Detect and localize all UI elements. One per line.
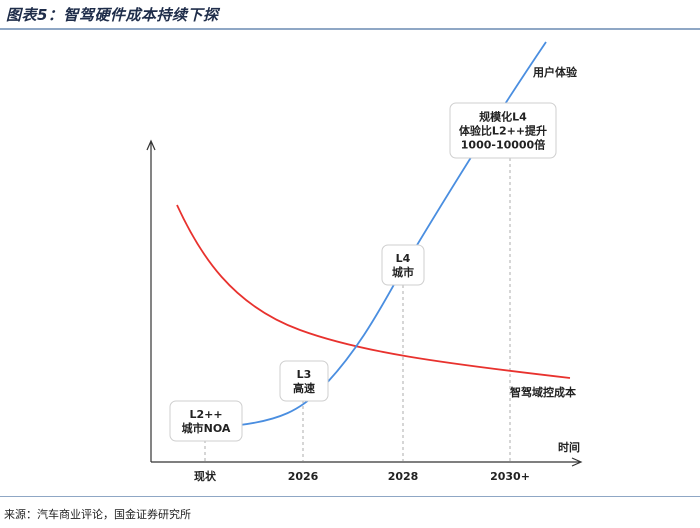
guide-lines bbox=[204, 158, 511, 461]
x-axis-label: 时间 bbox=[558, 440, 580, 454]
annotation-text: 体验比L2++提升 bbox=[459, 124, 547, 138]
x-axis-arrow bbox=[571, 457, 583, 467]
x-tick-label: 2028 bbox=[388, 470, 419, 483]
series-label-user-experience: 用户体验 bbox=[533, 65, 578, 79]
annotation-text: 高速 bbox=[293, 381, 315, 395]
source-divider bbox=[0, 496, 700, 497]
series-label-cost: 智驾域控成本 bbox=[510, 385, 576, 399]
x-tick-label: 2030+ bbox=[490, 470, 530, 483]
annotation-text: L2++ bbox=[189, 408, 222, 421]
x-tick-label: 2026 bbox=[288, 470, 319, 483]
source-note: 来源：汽车商业评论，国金证券研究所 bbox=[4, 508, 191, 521]
y-axis-arrow bbox=[146, 139, 156, 151]
annotation-text: 城市NOA bbox=[182, 421, 231, 435]
annotation-text: L3 bbox=[297, 368, 312, 381]
annotation-box: L2++城市NOA bbox=[169, 400, 243, 442]
annotation-text: L4 bbox=[396, 252, 411, 265]
series-line-cost bbox=[176, 204, 571, 379]
title-divider bbox=[0, 28, 700, 30]
annotation-text: 城市 bbox=[392, 265, 414, 279]
x-tick-label: 现状 bbox=[194, 469, 217, 483]
annotation-text: 规模化L4 bbox=[479, 110, 527, 124]
annotation-text: 1000-10000倍 bbox=[461, 138, 545, 152]
chart-title: 图表5：智驾硬件成本持续下探 bbox=[6, 6, 219, 24]
x-tick-labels: 现状 2026 2028 2030+ bbox=[194, 469, 530, 483]
